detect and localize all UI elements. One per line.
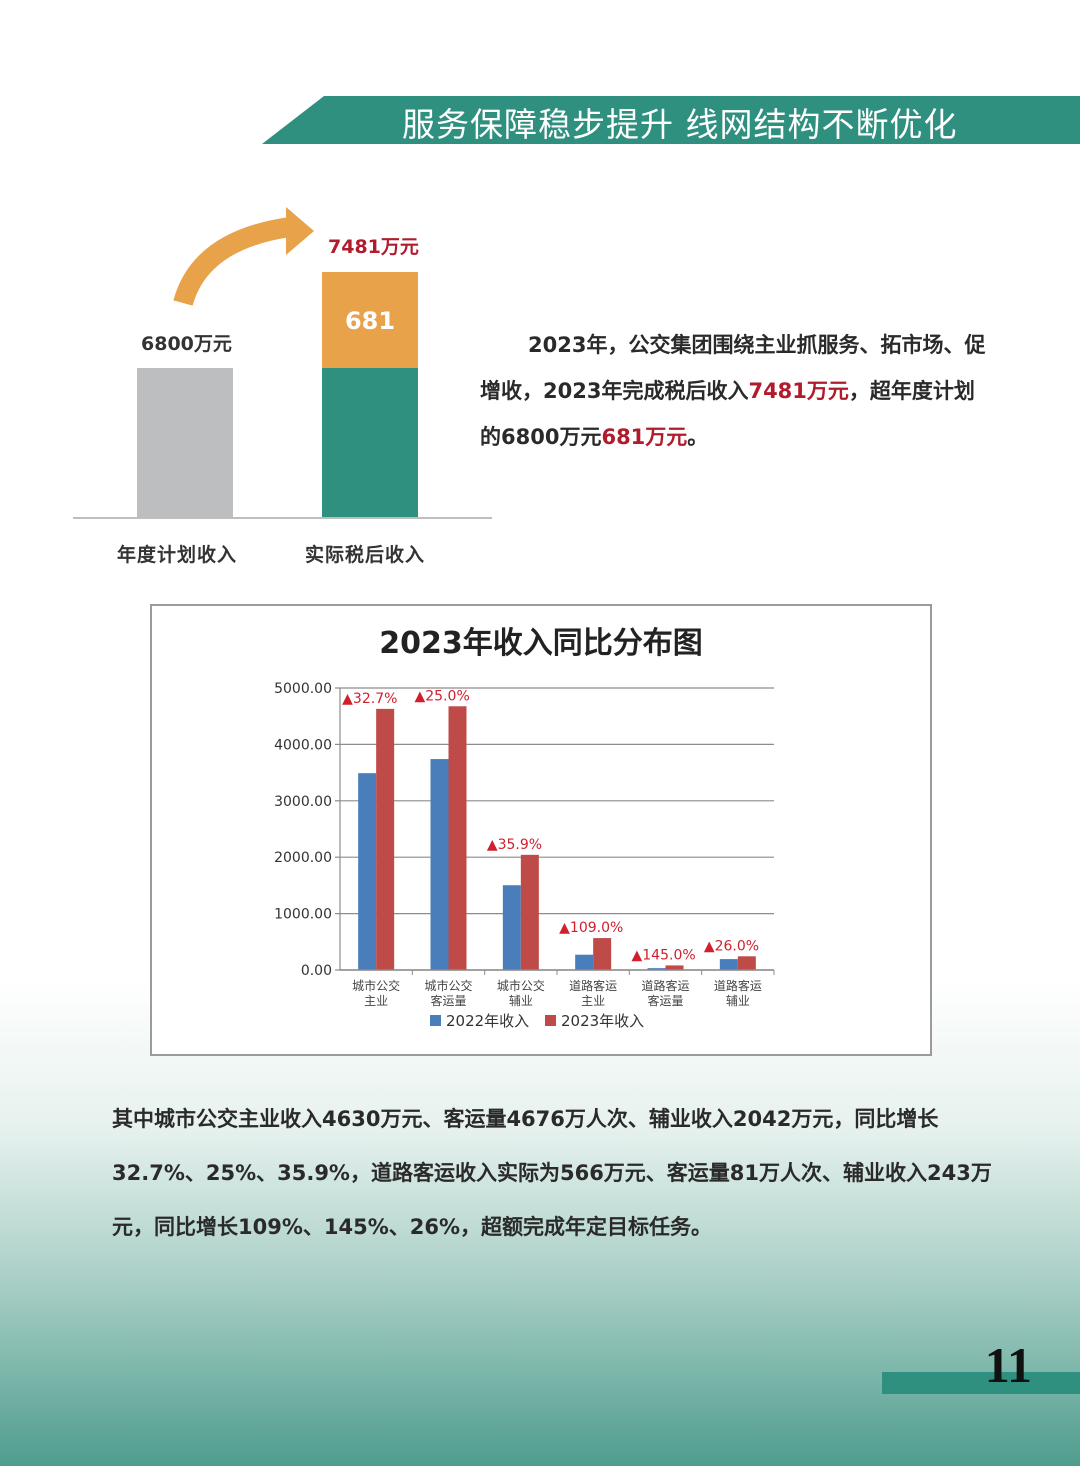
header-banner-shape [262, 96, 1080, 144]
plan-vs-actual-graphic: 681 [73, 207, 492, 519]
plan-value-label: 6800万元 [141, 333, 232, 355]
intro-paragraph: 2023年，公交集团围绕主业抓服务、拓市场、促增收，2023年完成税后收入748… [480, 322, 990, 460]
category-label: 道路客运 [569, 978, 617, 993]
growth-label: ▲26.0% [704, 938, 759, 954]
bar-2023 [737, 956, 756, 970]
body-paragraph: 其中城市公交主业收入4630万元、客运量4676万人次、辅业收入2042万元，同… [112, 1107, 992, 1239]
bar-2022 [719, 959, 738, 970]
category-label: 主业 [581, 994, 605, 1008]
bar-2023 [448, 706, 467, 970]
growth-label: ▲32.7% [342, 691, 397, 707]
page-number: 11 [984, 1337, 1032, 1393]
category-label: 客运量 [430, 993, 466, 1008]
bar-2022 [358, 773, 377, 970]
category-label: 主业 [364, 994, 388, 1008]
growth-label: ▲25.0% [415, 688, 470, 704]
category-label: 道路客运 [714, 978, 762, 993]
plan-category-label: 年度计划收入 [117, 544, 238, 566]
y-tick-label: 3000.00 [274, 794, 332, 810]
growth-label: ▲145.0% [632, 947, 696, 963]
plan-bar [137, 368, 233, 518]
bar-2023 [376, 708, 395, 970]
growth-label: ▲109.0% [559, 920, 623, 936]
intro-value-1: 7481万元 [748, 379, 849, 403]
category-label: 城市公交 [352, 978, 400, 993]
actual-category-label: 实际税后收入 [305, 544, 426, 566]
intro-value-2: 681万元 [601, 425, 688, 449]
y-tick-label: 2000.00 [274, 850, 332, 866]
y-tick-label: 1000.00 [274, 907, 332, 923]
excess-value-label: 681 [345, 307, 395, 335]
section-title: 服务保障稳步提升 线网结构不断优化 [402, 105, 958, 144]
category-label: 城市公交 [497, 978, 545, 993]
bar-2022 [647, 968, 666, 970]
actual-value-label: 7481万元 [328, 236, 419, 258]
chart-title: 2023年收入同比分布图 [379, 626, 703, 661]
category-label: 道路客运 [641, 978, 689, 993]
growth-label: ▲35.9% [487, 837, 542, 853]
excess-bar [322, 272, 418, 368]
y-tick-label: 4000.00 [274, 737, 332, 753]
bar-2023 [665, 965, 684, 970]
income-distribution-chart: 2023年收入同比分布图 0.00 1000.00 2000.00 3000.00 40… [150, 604, 932, 1056]
bar-2023 [520, 854, 539, 970]
growth-arrow-icon [173, 217, 292, 306]
plan-vs-actual-chart: 681 6800万元 7481万元 年度计划收入 实际税后收入 [60, 195, 500, 585]
legend-label: 2022年收入 [446, 1012, 529, 1030]
bar-2022 [502, 885, 521, 970]
category-label: 城市公交 [424, 978, 472, 993]
bar-2023 [593, 938, 612, 970]
bar-chart-svg: 0.00 1000.00 2000.00 3000.00 4000.00 5000.00 ▲… [274, 681, 775, 1030]
bar-2022 [430, 759, 449, 970]
growth-arrow-head [286, 207, 314, 255]
section-header-banner: 服务保障稳步提升 线网结构不断优化 [262, 96, 1080, 144]
category-label: 辅业 [509, 994, 533, 1008]
category-label: 客运量 [647, 993, 683, 1008]
legend-swatch [545, 1015, 556, 1026]
intro-text-1: 2023年，公交集团围绕主业抓服务、拓市场、促增收，2023年完成税后收入 [480, 333, 986, 403]
page-number-bar [882, 1372, 1080, 1394]
bar-2022 [575, 954, 594, 970]
category-label: 辅业 [726, 994, 750, 1008]
legend-swatch [430, 1015, 441, 1026]
intro-text-2: ，超年度计划的6800万元 [480, 379, 975, 449]
y-tick-label: 0.00 [301, 963, 332, 979]
actual-bar [322, 368, 418, 518]
intro-text-3: 。 [687, 425, 709, 449]
legend-label: 2023年收入 [561, 1012, 644, 1030]
y-tick-label: 5000.00 [274, 681, 332, 697]
